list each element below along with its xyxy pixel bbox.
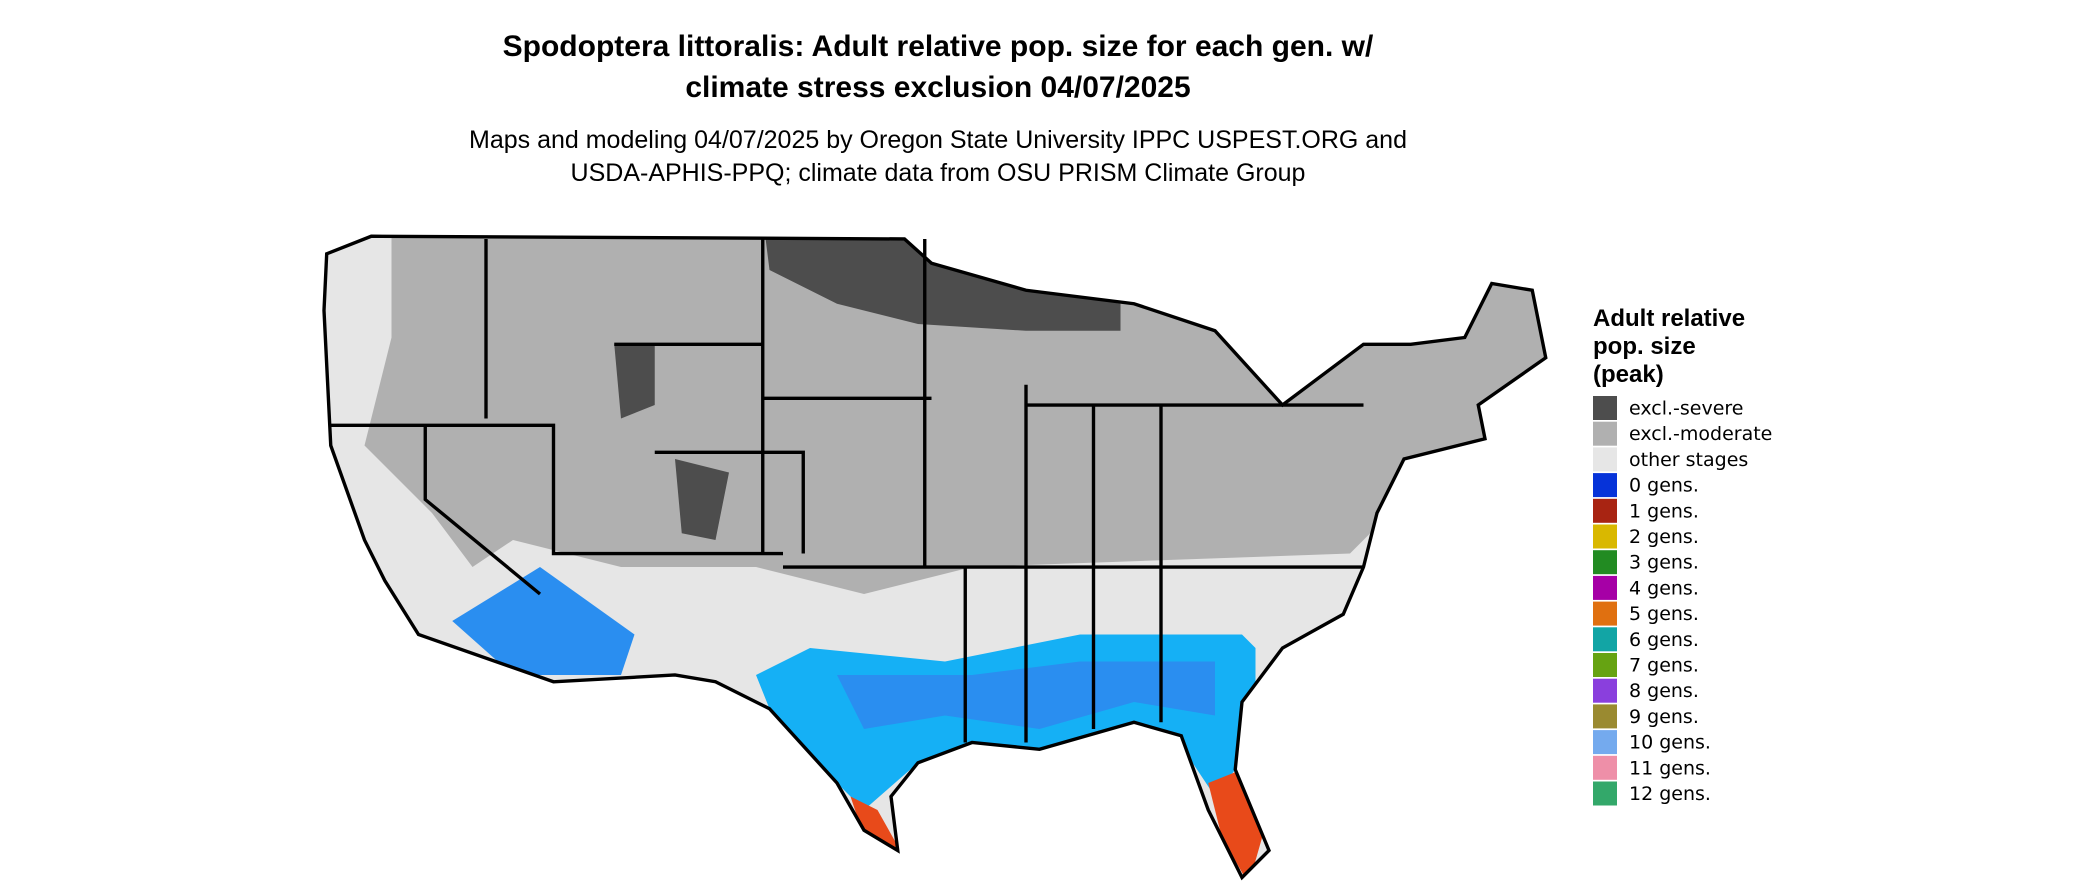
legend-swatch: [1593, 678, 1617, 703]
title-line: climate stress exclusion 04/07/2025: [685, 71, 1190, 104]
legend-label: 8 gens.: [1629, 680, 1699, 702]
legend-swatch: [1593, 575, 1617, 600]
legend-swatch: [1593, 498, 1617, 523]
legend-swatch: [1593, 627, 1617, 652]
legend-label: excl.-severe: [1629, 398, 1744, 420]
legend-label: 1 gens.: [1629, 500, 1699, 522]
legend-title-line: pop. size: [1593, 333, 1696, 360]
legend-label: excl.-moderate: [1629, 423, 1772, 445]
legend-label: 5 gens.: [1629, 603, 1699, 625]
legend-swatch: [1593, 653, 1617, 677]
legend-title-line: (peak): [1593, 361, 1664, 388]
legend-swatch: [1593, 473, 1617, 498]
legend-label: 9 gens.: [1629, 706, 1699, 728]
legend-label: other stages: [1629, 449, 1748, 471]
legend-label: 6 gens.: [1629, 629, 1699, 651]
legend-label: 12 gens.: [1629, 783, 1711, 805]
legend-label: 0 gens.: [1629, 475, 1699, 497]
title-line: Spodoptera littoralis: Adult relative po…: [503, 30, 1374, 63]
legend-label: 4 gens.: [1629, 577, 1699, 599]
legend-swatch: [1593, 550, 1617, 575]
hot-region: [850, 796, 902, 854]
legend-swatch: [1593, 421, 1617, 446]
legend-title-line: Adult relative: [1593, 305, 1745, 332]
state-borders: [322, 234, 1548, 881]
legend-label: 7 gens.: [1629, 655, 1699, 677]
legend-label: 10 gens.: [1629, 732, 1711, 754]
severe-region: [762, 236, 1121, 331]
subtitle-line: Maps and modeling 04/07/2025 by Oregon S…: [469, 126, 1407, 154]
warm-region: [452, 567, 635, 675]
legend-swatch: [1593, 396, 1617, 420]
map: [322, 234, 1548, 881]
legend-label: 3 gens.: [1629, 552, 1699, 574]
legend-swatch: [1593, 704, 1617, 729]
legend-label: 11 gens.: [1629, 757, 1711, 779]
legend-swatch: [1593, 447, 1617, 472]
legend-swatch: [1593, 524, 1617, 549]
severe-region: [675, 459, 729, 540]
subtitle-line: USDA-APHIS-PPQ; climate data from OSU PR…: [571, 159, 1306, 187]
legend-swatch: [1593, 601, 1617, 626]
severe-region: [614, 344, 655, 419]
legend-label: 2 gens.: [1629, 526, 1699, 548]
legend-swatch: [1593, 730, 1617, 755]
legend-swatch: [1593, 781, 1617, 806]
legend-swatch: [1593, 755, 1617, 780]
